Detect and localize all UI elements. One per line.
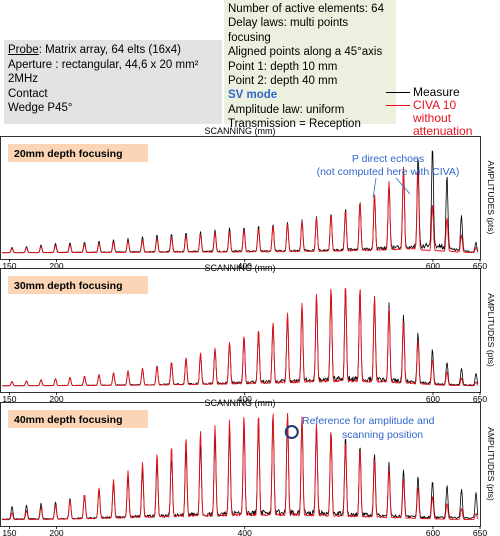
x-tick-label-600: 600 [426, 394, 440, 404]
plot-frame [0, 268, 481, 393]
series-line-measure [2, 290, 479, 387]
panel-title: 40mm depth focusing [14, 414, 123, 426]
annotation-line2: scanning position [342, 429, 423, 441]
series-line-civa [2, 167, 479, 254]
wedge-line: Wedge P45° [8, 102, 73, 114]
param-aligned: Aligned points along a 45°axis [228, 46, 383, 59]
probe-line: Probe: Matrix array, 64 elts (16x4) [8, 43, 218, 58]
x-tick-label-400: 400 [238, 261, 252, 271]
probe-label: Probe [8, 44, 39, 56]
annotation-line1: P direct echoes [352, 153, 424, 165]
panel-title: 30mm depth focusing [14, 280, 123, 292]
x-tick-label-200: 200 [49, 261, 63, 271]
param-active-elements: Number of active elements: 64 [228, 3, 384, 15]
param-delay-laws: Delay laws: multi points focusing [228, 17, 349, 44]
y-axis-label: AMPLITUDES (pts) [486, 161, 496, 235]
legend-measure: Measure [384, 86, 498, 99]
param-transmission: Transmission = Reception [228, 118, 361, 131]
x-axis-label: SCANNING (mm) [205, 126, 276, 136]
chart-panel-1: SCANNING (mm) AMPLITUDES (pts) 150 200 400 60… [0, 126, 496, 271]
panel-title: 20mm depth focusing [14, 148, 123, 160]
x-tick-label-400: 400 [238, 394, 252, 404]
annotation-line2: (not computed here with CIVA) [317, 166, 460, 178]
aperture-line: Aperture : rectangular, 44,6 x 20 mm² [8, 58, 199, 71]
param-mode: SV mode [228, 89, 278, 102]
param-point1: Point 1: depth 10 mm [228, 60, 338, 73]
annotation-line1: Reference for amplitude and [302, 415, 435, 427]
panel-title-bg [8, 410, 148, 428]
annotation-arrow-2 [395, 177, 411, 195]
x-tick-label-650: 650 [473, 528, 487, 536]
reference-marker [284, 425, 299, 439]
y-axis-label: AMPLITUDES (pts) [486, 427, 496, 501]
x-tick-label-200: 200 [49, 394, 63, 404]
legend-civa-line2: without attenuation [413, 111, 473, 138]
legend-civa: CIVA 10 without attenuation [384, 99, 498, 138]
param-amplitude-law: Amplitude law: uniform [228, 103, 345, 116]
panel-title-bg [8, 276, 148, 294]
chart-panel-2: SCANNING (mm) AMPLITUDES (pts) 150 200 400 60… [0, 263, 496, 404]
plot-frame [0, 402, 481, 527]
contact-line: Contact [8, 87, 48, 100]
plot-frame [0, 136, 481, 260]
legend-civa-label: CIVA 10 without attenuation [413, 99, 498, 138]
probe-value: : Matrix array, 64 elts (16x4) [38, 44, 181, 56]
legend: Measure CIVA 10 without attenuation [384, 86, 498, 138]
chart-panel-3: SCANNING (mm) AMPLITUDES (pts) 150 200 400 60… [0, 398, 496, 536]
legend-civa-swatch [386, 105, 410, 106]
legend-measure-swatch [386, 92, 410, 93]
legend-civa-line1: CIVA 10 [413, 98, 457, 112]
y-axis-label: AMPLITUDES (pts) [486, 293, 496, 367]
x-tick-label-650: 650 [473, 261, 487, 271]
panel-title-bg [8, 144, 148, 162]
x-tick-label-150: 150 [2, 394, 16, 404]
param-point2: Point 2: depth 40 mm [228, 75, 338, 88]
x-tick-label-600: 600 [426, 261, 440, 271]
frequency-line: 2MHz [8, 73, 39, 85]
x-tick-label-150: 150 [2, 261, 16, 271]
annotation-arrow-1 [372, 177, 377, 199]
x-axis-label: SCANNING (mm) [205, 398, 276, 408]
series-line-civa [1, 413, 479, 521]
x-axis-label: SCANNING (mm) [205, 263, 276, 273]
parameters-box: Number of active elements: 64 Delay laws… [224, 0, 396, 130]
series-line-civa [2, 287, 479, 387]
probe-info-box: Probe: Matrix array, 64 elts (16x4) Aper… [4, 40, 222, 124]
x-tick-label-650: 650 [473, 394, 487, 404]
x-tick-label-200: 200 [49, 528, 63, 536]
x-tick-label-150: 150 [2, 528, 16, 536]
x-tick-label-600: 600 [426, 528, 440, 536]
x-tick-label-400: 400 [238, 528, 252, 536]
legend-measure-label: Measure [413, 85, 460, 99]
